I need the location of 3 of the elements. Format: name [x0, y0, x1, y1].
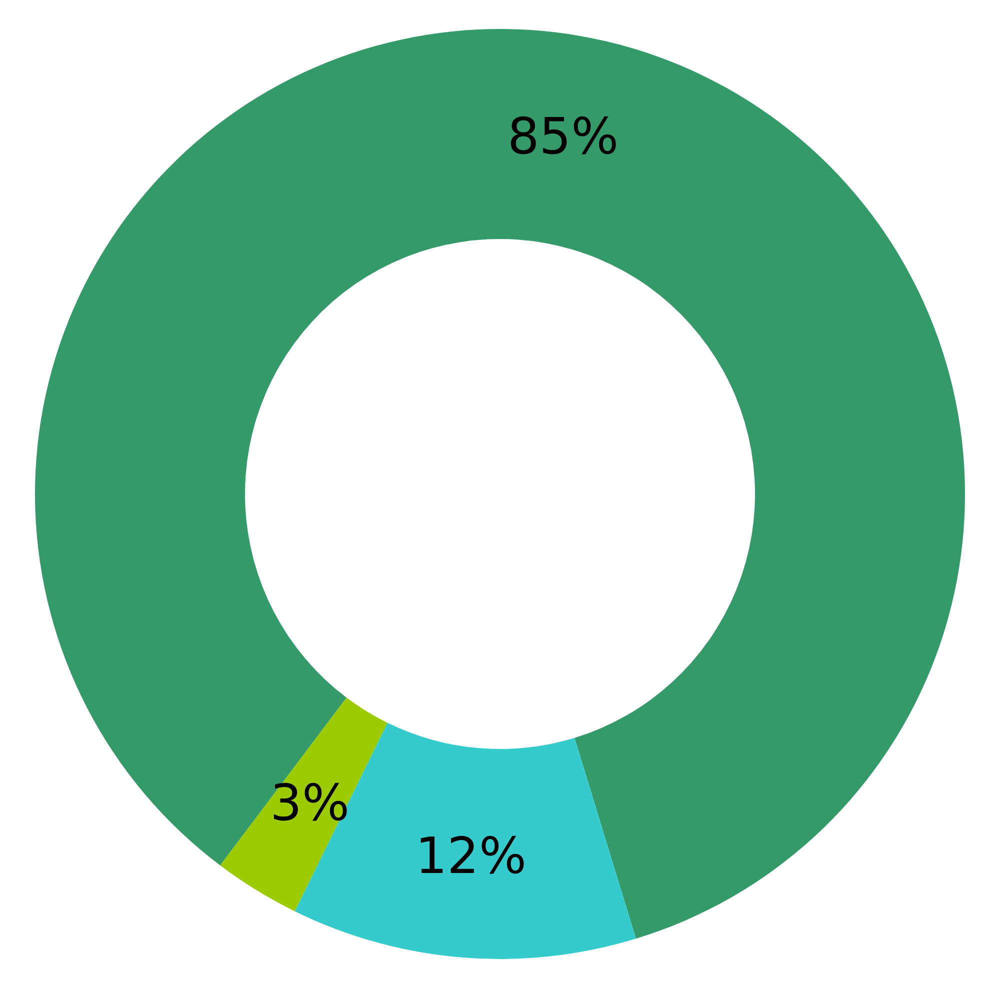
- data-label: 85%: [507, 108, 619, 166]
- data-label: 3%: [270, 774, 350, 832]
- data-label: 12%: [415, 826, 526, 885]
